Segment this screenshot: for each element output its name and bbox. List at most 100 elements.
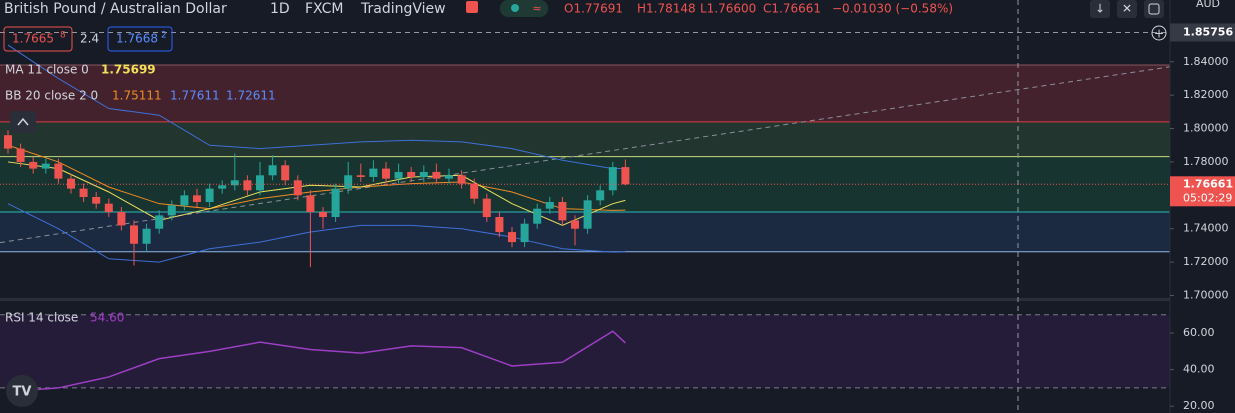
- ask-box[interactable]: [107, 26, 173, 52]
- status-icon: ≈: [532, 2, 541, 15]
- candle-body: [445, 175, 453, 179]
- candle-body: [419, 171, 428, 177]
- candle-body: [268, 165, 277, 176]
- candle-body: [104, 203, 113, 213]
- bb-basis-value: 1.75111: [112, 89, 162, 103]
- candle-body: [205, 188, 214, 203]
- pane-separator: [0, 298, 1170, 301]
- candle-body: [54, 163, 63, 179]
- rsi-line: [7, 330, 626, 393]
- candle-body: [621, 167, 630, 185]
- candle-body: [558, 202, 567, 221]
- status-dot: [511, 4, 519, 12]
- candle-body: [155, 215, 164, 229]
- close-icon: ✕: [1122, 2, 1132, 16]
- collapse-button[interactable]: [10, 111, 36, 133]
- last-price-label: 1.76661: [1183, 177, 1233, 190]
- bid-box[interactable]: [3, 26, 73, 52]
- download-button[interactable]: [1090, 0, 1110, 18]
- candle-body: [79, 188, 88, 197]
- candle-body: [117, 212, 126, 226]
- rsi-value: 54.60: [90, 311, 124, 325]
- crosshair-label: 1.85756: [1183, 25, 1233, 38]
- rsi-band-fill: [0, 314, 1170, 388]
- spread: 2.4: [80, 32, 99, 46]
- ohlc-high: H1.78148: [637, 2, 696, 16]
- add-button[interactable]: [1151, 25, 1167, 41]
- candle-body: [369, 168, 378, 177]
- bb-lower-value: 1.72611: [226, 89, 276, 103]
- market-status[interactable]: [500, 0, 548, 17]
- rsi-y-tick-label: 20.00: [1183, 399, 1215, 412]
- candle-body: [180, 195, 189, 206]
- bb-lower: [7, 203, 626, 263]
- candle-body: [142, 228, 151, 244]
- candle-body: [482, 198, 491, 218]
- logo-badge[interactable]: [6, 375, 38, 407]
- candle-body: [608, 167, 617, 191]
- candle-body: [508, 232, 516, 243]
- candle-body: [16, 148, 25, 162]
- collapse-icon: [17, 117, 29, 126]
- candle-body: [394, 171, 403, 179]
- candle-body: [356, 175, 365, 177]
- candle-body: [571, 220, 579, 229]
- candle-body: [344, 175, 353, 189]
- logo: TV: [13, 385, 32, 400]
- candle-body: [29, 161, 38, 169]
- candle-body: [331, 188, 340, 218]
- bid-pip: 8: [60, 31, 66, 41]
- bid-price: 1.7665: [12, 32, 54, 46]
- source: FXCM: [305, 1, 343, 17]
- rsi-legend: RSI 14 close: [5, 311, 78, 325]
- candle-body: [533, 208, 542, 224]
- y-tick-label: 1.78000: [1183, 155, 1229, 168]
- candle-body: [243, 180, 252, 191]
- y-tick-label: 1.82000: [1183, 88, 1229, 101]
- y-tick-label: 1.70000: [1183, 288, 1229, 301]
- candle-body: [306, 195, 315, 213]
- add-icon: +: [1154, 27, 1164, 41]
- y-tick-label: 1.72000: [1183, 255, 1229, 268]
- price-zone: [0, 64, 1170, 122]
- candle-body: [230, 180, 239, 186]
- bb-upper: [7, 44, 626, 170]
- bb-upper-value: 1.77611: [170, 89, 220, 103]
- candle-body: [41, 163, 50, 169]
- ohlc-open: O1.77691: [564, 2, 623, 16]
- candle-body: [293, 180, 302, 196]
- y-tick-label: 1.74000: [1183, 222, 1229, 235]
- candle-body: [407, 171, 416, 177]
- candle-body: [256, 175, 264, 191]
- download-icon: ↓: [1095, 2, 1105, 16]
- close-button[interactable]: [1117, 0, 1137, 18]
- platform: TradingView: [360, 1, 446, 17]
- candle-body: [130, 225, 138, 244]
- currency: AUD: [1196, 0, 1220, 10]
- countdown: 05:02:29: [1183, 191, 1232, 204]
- candle-body: [583, 200, 592, 229]
- interval: 1D: [270, 1, 290, 17]
- candle-body: [4, 135, 12, 149]
- candle-body: [67, 178, 75, 189]
- y-tick-label: 1.84000: [1183, 55, 1229, 68]
- candle-body: [218, 185, 227, 189]
- trend-line: [0, 66, 1171, 244]
- flag-icon[interactable]: [466, 1, 478, 13]
- ohlc-close: C1.76661: [763, 2, 821, 16]
- ohlc-change: −0.01030 (−0.58%): [832, 2, 953, 16]
- candle-body: [545, 202, 554, 209]
- ask-pip: 2: [161, 31, 167, 41]
- candle-body: [167, 205, 176, 216]
- candle-body: [319, 212, 327, 218]
- candle-body: [92, 196, 101, 204]
- candle-body: [470, 183, 479, 199]
- ma-legend: MA 11 close 0: [5, 63, 89, 77]
- layout-button[interactable]: [1144, 0, 1164, 18]
- candle-body: [457, 175, 466, 184]
- candle-body: [495, 217, 504, 233]
- candle-body: [432, 171, 441, 179]
- layout-icon: [1148, 3, 1160, 15]
- candle-body: [382, 168, 390, 179]
- candle-body: [281, 165, 290, 181]
